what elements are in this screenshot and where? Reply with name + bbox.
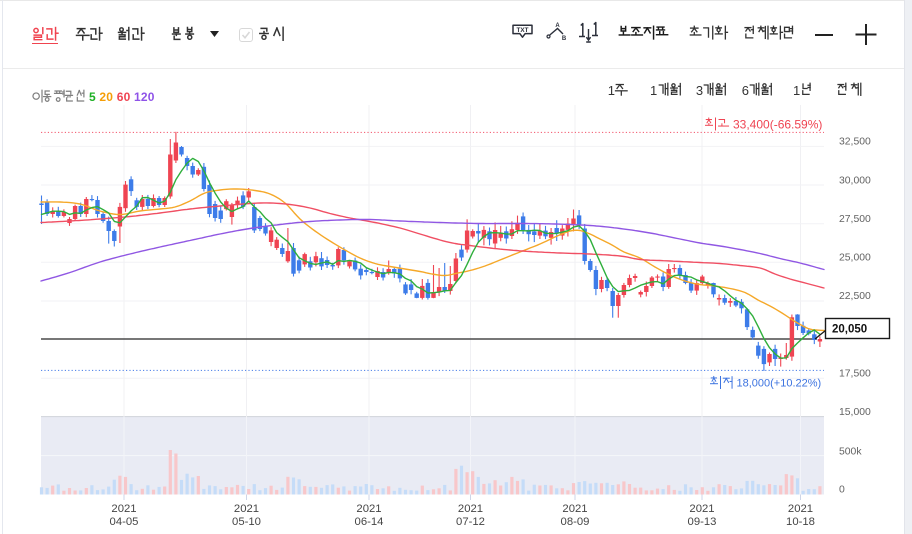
svg-text:17,500: 17,500 xyxy=(839,369,871,380)
svg-text:07-12: 07-12 xyxy=(456,516,485,528)
svg-text:2021: 2021 xyxy=(788,503,813,515)
svg-text:08-09: 08-09 xyxy=(561,516,590,528)
svg-text:15,000: 15,000 xyxy=(839,407,871,418)
svg-text:20,050: 20,050 xyxy=(832,324,867,336)
svg-text:04-05: 04-05 xyxy=(110,516,139,528)
svg-text:30,000: 30,000 xyxy=(839,175,871,186)
svg-text:2021: 2021 xyxy=(356,503,381,515)
svg-text:09-13: 09-13 xyxy=(688,516,717,528)
svg-text:2021: 2021 xyxy=(689,503,714,515)
svg-text:B: B xyxy=(562,36,567,42)
svg-text:2021: 2021 xyxy=(458,503,483,515)
svg-text:0: 0 xyxy=(839,485,845,496)
svg-text:27,500: 27,500 xyxy=(839,214,871,225)
svg-text:500k: 500k xyxy=(839,447,862,458)
svg-text:18,000(+10.22%): 18,000(+10.22%) xyxy=(737,378,822,390)
svg-text:06-14: 06-14 xyxy=(355,516,384,528)
svg-text:22,500: 22,500 xyxy=(839,291,871,302)
svg-text:2021: 2021 xyxy=(562,503,587,515)
svg-text:A: A xyxy=(555,23,560,29)
svg-text:33,400(-66.59%): 33,400(-66.59%) xyxy=(733,117,822,131)
svg-text:TXT: TXT xyxy=(517,27,529,34)
svg-text:2021: 2021 xyxy=(234,503,259,515)
svg-text:32,500: 32,500 xyxy=(839,137,871,148)
svg-text:05-10: 05-10 xyxy=(232,516,261,528)
svg-text:10-18: 10-18 xyxy=(786,516,815,528)
svg-text:25,000: 25,000 xyxy=(839,253,871,264)
svg-text:2021: 2021 xyxy=(111,503,136,515)
